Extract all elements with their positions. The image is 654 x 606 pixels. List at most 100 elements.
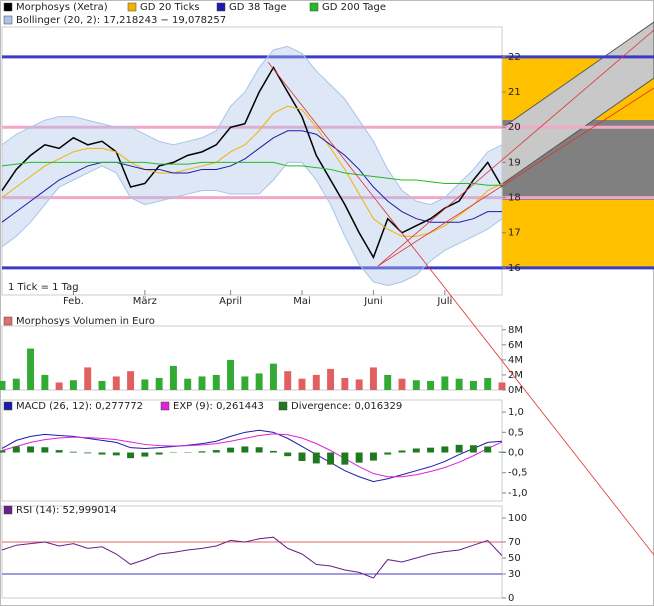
legend-label: RSI (14): 52,999014	[16, 505, 117, 516]
volume-bar	[141, 379, 149, 390]
y-tick-label: 6M	[508, 340, 523, 351]
divergence-bar	[412, 448, 420, 453]
bollinger-upper	[1, 45, 503, 206]
divergence-bar	[227, 447, 235, 453]
volume-bar	[341, 377, 349, 390]
divergence-bar	[198, 451, 206, 453]
divergence-bar	[27, 446, 35, 453]
divergence-bar	[212, 450, 220, 453]
y-tick-label: 70	[508, 537, 521, 548]
volume-bar	[484, 377, 492, 390]
volume-bar	[69, 380, 77, 390]
layer	[2, 46, 654, 575]
volume-bar	[498, 382, 506, 390]
y-tick-label: 21	[508, 87, 521, 98]
divergence-bar	[384, 452, 392, 455]
zones	[501, 21, 654, 268]
legend-swatch	[3, 15, 13, 25]
volume-bar	[312, 374, 320, 390]
divergence-bar	[327, 452, 335, 465]
legend-swatch	[278, 401, 288, 411]
trend-line	[377, 29, 654, 267]
y-tick-label: 4M	[508, 355, 523, 366]
volume-bar	[269, 363, 277, 390]
volume-bar	[398, 378, 406, 390]
layer: 16 17 18 19 20 21 22 Morphosys (Xetra) GD 20 Tic…	[0, 2, 528, 604]
divergence-bar	[127, 452, 135, 459]
volume-bar	[0, 380, 6, 390]
legend-label: GD 20 Ticks	[140, 2, 200, 13]
divergence-bar	[298, 452, 306, 462]
y-tick-label: 1,0	[508, 407, 524, 418]
legend-swatch	[3, 401, 13, 411]
zone	[502, 200, 654, 268]
series-line	[1, 429, 503, 483]
x-tick-label: April	[219, 296, 242, 307]
volume-bar	[55, 382, 63, 390]
divergence-bar	[455, 444, 463, 453]
y-tick-label: 0	[508, 593, 514, 604]
price-panel	[1, 26, 503, 296]
y-tick-label: -1,0	[508, 488, 528, 499]
volume-bar	[369, 367, 377, 390]
legend-swatch	[3, 2, 13, 12]
y-tick-label: 18	[508, 193, 521, 204]
volume-bar	[27, 348, 35, 390]
divergence-bar	[12, 446, 20, 453]
x-tick-label: Juni	[363, 296, 382, 307]
divergence-bar	[241, 446, 249, 453]
series-line	[1, 105, 503, 237]
volume-bar	[384, 374, 392, 390]
y-tick-label: 0M	[508, 385, 523, 396]
divergence-bar	[284, 452, 292, 457]
legend-label: Bollinger (20, 2): 17,218243 − 19,078257	[16, 15, 226, 26]
volume-bar	[155, 377, 163, 390]
divergence-bar	[69, 451, 77, 453]
legend-swatch	[127, 2, 137, 12]
volume-bar	[227, 359, 235, 390]
legend-label: EXP (9): 0,261443	[173, 401, 264, 412]
volume-bar	[455, 378, 463, 390]
bollinger-lower	[1, 161, 503, 287]
legend-label: Morphosys Volumen in Euro	[16, 316, 155, 327]
volume-bar	[441, 376, 449, 390]
y-tick-label: 19	[508, 157, 521, 168]
y-tick-label: 50	[508, 553, 521, 564]
series-line	[1, 130, 502, 223]
divergence-bar	[0, 450, 6, 453]
x-tick-label: März	[133, 296, 157, 307]
volume-bar	[298, 378, 306, 390]
y-tick-label: 100	[508, 513, 527, 524]
y-tick-label: 17	[508, 228, 521, 239]
volume-bar	[412, 380, 420, 390]
legend-swatch	[3, 505, 13, 515]
volume-bar	[41, 374, 49, 390]
legend-label: Morphosys (Xetra)	[16, 2, 108, 13]
volume-bar	[255, 373, 263, 390]
y-tick-label: 0,5	[508, 427, 524, 438]
divergence-bar	[112, 452, 120, 456]
volume-bar	[84, 367, 92, 390]
volume-bar	[284, 371, 292, 390]
volume-bar	[12, 378, 20, 390]
divergence-bar	[41, 447, 49, 453]
divergence-bar	[341, 452, 349, 465]
volume-bar	[198, 376, 206, 390]
divergence-bar	[84, 452, 92, 454]
x-tick-label: Feb.	[63, 296, 84, 307]
divergence-bar	[355, 452, 363, 463]
y-tick-label: 30	[508, 569, 521, 580]
divergence-bar	[369, 452, 377, 461]
divergence-bar	[427, 447, 435, 453]
y-tick-label: 16	[508, 263, 521, 274]
legend-label: GD 200 Tage	[322, 2, 386, 13]
volume-bar	[427, 380, 435, 390]
series-line	[1, 433, 503, 478]
series-line	[1, 161, 502, 186]
divergence-bar	[98, 452, 106, 455]
volume-panel	[1, 325, 503, 391]
volume-bar	[184, 378, 192, 390]
divergence-bar	[398, 450, 406, 453]
divergence-bar	[269, 450, 277, 453]
x-tick-label: Juli	[436, 296, 452, 307]
